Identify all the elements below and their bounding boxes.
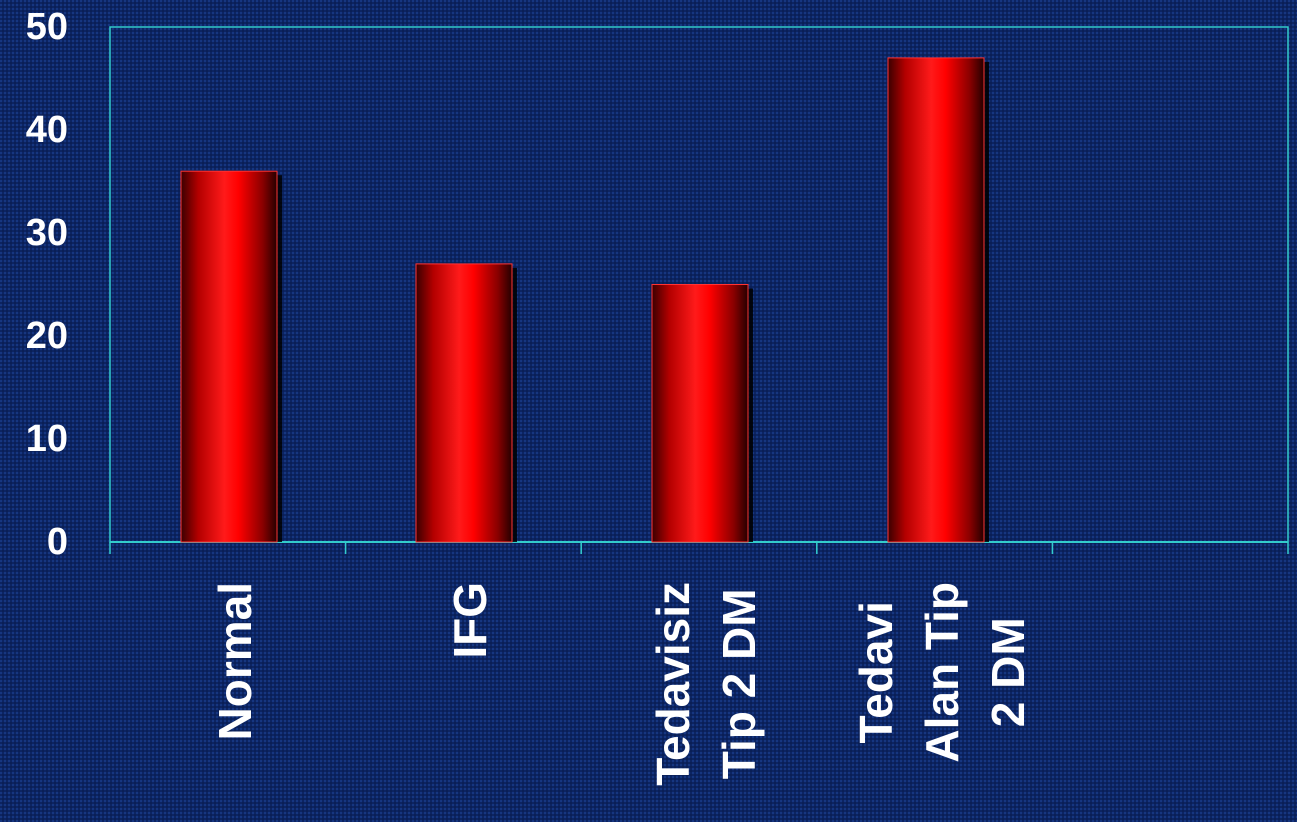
y-tick-label: 0 (47, 521, 68, 563)
bar (651, 284, 749, 543)
y-tick-label: 40 (26, 109, 68, 151)
x-tick-label: Tedavisiz (647, 582, 699, 786)
x-tick-label: Normal (209, 582, 261, 740)
y-axis: 0 10 20 30 40 50 (26, 6, 68, 563)
bar (180, 170, 278, 543)
x-tick-label: Tedavi (850, 601, 902, 743)
x-tick-label: IFG (444, 582, 496, 659)
bar (887, 57, 985, 543)
y-tick-label: 50 (26, 6, 68, 48)
bar-series (180, 57, 989, 543)
x-axis-labels: Normal IFG Tedavisiz Tip 2 DM Tedavi Alan Tip… (209, 582, 1034, 786)
y-tick-label: 20 (26, 315, 68, 357)
y-tick-label: 10 (26, 418, 68, 460)
x-tick-label: Tip 2 DM (713, 588, 765, 779)
x-tick-label: Alan Tip (916, 582, 968, 763)
bar (415, 263, 513, 543)
x-tick-label: 2 DM (982, 617, 1034, 727)
y-tick-label: 30 (26, 212, 68, 254)
